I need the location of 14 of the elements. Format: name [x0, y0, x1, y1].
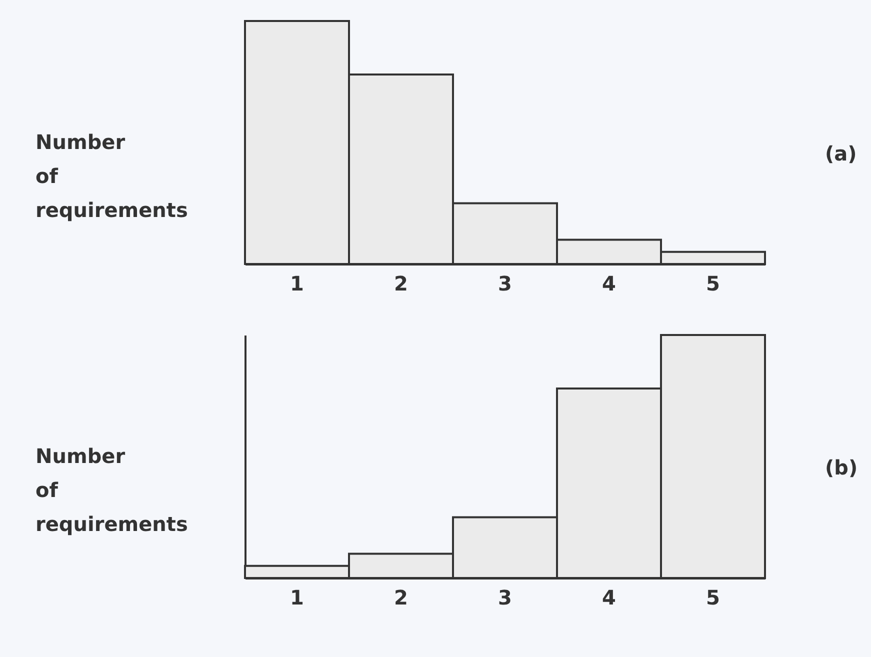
x-tick-label: 4 — [602, 586, 616, 610]
x-tick-label: 1 — [290, 272, 304, 296]
x-tick-label: 5 — [706, 586, 720, 610]
x-tick-label: 1 — [290, 586, 304, 610]
x-tick-label: 5 — [706, 272, 720, 296]
x-tick-label: 4 — [602, 272, 616, 296]
text: (b) — [825, 456, 858, 480]
x-tick-label: 3 — [498, 272, 512, 296]
x-tick-label: 2 — [394, 586, 408, 610]
y-axis-title: Number of requirements — [36, 444, 188, 536]
x-tick-label: 3 — [498, 586, 512, 610]
y-axis-title: Number of requirements — [36, 130, 188, 222]
x-tick-label: 2 — [394, 272, 408, 296]
text: (a) — [825, 142, 857, 166]
